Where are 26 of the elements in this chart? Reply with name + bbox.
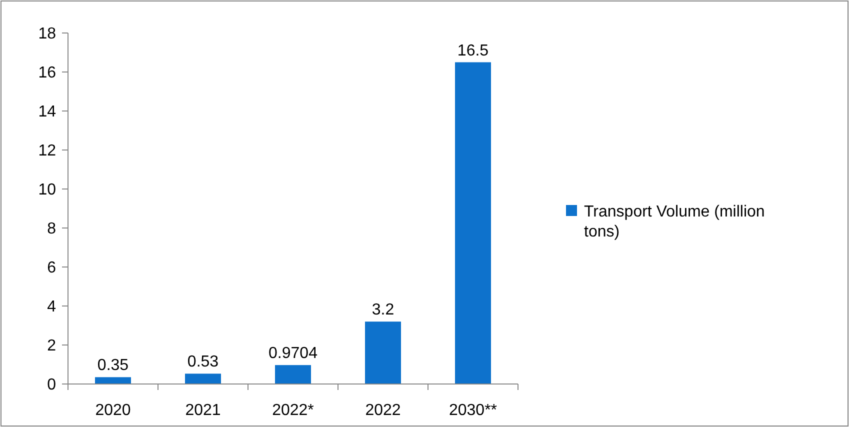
y-tick-label: 4	[47, 298, 56, 316]
y-tick-label: 0	[47, 376, 56, 394]
x-tick-label: 2022	[365, 402, 401, 419]
data-label: 0.9704	[268, 345, 318, 362]
bar	[365, 322, 401, 384]
y-tick-label: 6	[47, 260, 56, 277]
data-label: 0.35	[97, 357, 129, 374]
x-tick-label: 2021	[185, 402, 221, 419]
bar	[455, 62, 491, 384]
data-label: 3.2	[372, 302, 394, 319]
x-tick-label: 2022*	[272, 402, 314, 419]
x-tick-label: 2030**	[448, 402, 498, 419]
bar	[275, 365, 311, 384]
y-tick-label: 14	[38, 104, 56, 121]
x-tick-label: 2020	[95, 402, 131, 419]
legend-label: Transport Volume (million tons)	[584, 204, 765, 241]
bar	[185, 374, 221, 384]
y-tick-label: 18	[38, 26, 56, 43]
y-tick-label: 16	[38, 64, 56, 82]
y-tick-label: 2	[47, 338, 56, 355]
y-tick-label: 10	[38, 182, 56, 199]
data-label: 0.53	[187, 354, 219, 371]
bar	[95, 377, 131, 384]
data-label: 16.5	[457, 42, 489, 60]
y-tick-label: 12	[38, 142, 56, 160]
y-tick-label: 8	[47, 220, 56, 238]
